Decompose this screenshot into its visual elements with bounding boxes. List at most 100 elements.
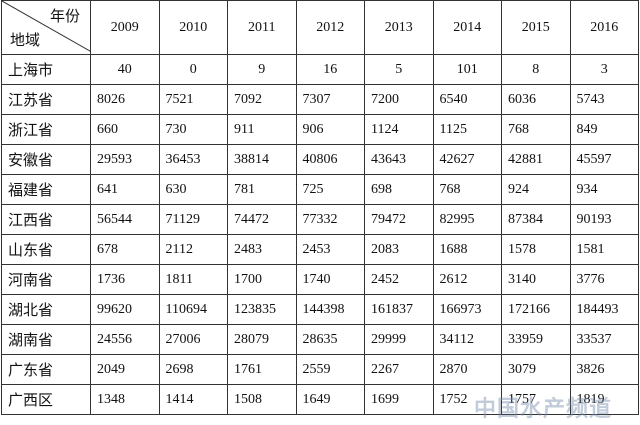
value-cell: 3079	[501, 354, 571, 385]
value-cell: 781	[227, 174, 297, 205]
value-cell: 87384	[501, 204, 571, 235]
value-cell: 38814	[227, 144, 297, 175]
corner-bottom: 地域	[10, 33, 41, 49]
value-cell: 641	[90, 174, 160, 205]
table-row: 山东省 678 2112 2483 2453 2083 1688 1578 1581	[1, 234, 639, 265]
value-cell: 2559	[295, 354, 365, 385]
value-cell: 6540	[432, 84, 502, 115]
region-cell: 湖北省	[1, 294, 91, 325]
value-cell: 1740	[295, 264, 365, 295]
value-cell: 2483	[227, 234, 297, 265]
value-cell: 2267	[364, 354, 434, 385]
value-cell: 56544	[90, 204, 160, 235]
region-cell: 湖南省	[1, 324, 91, 355]
value-cell: 924	[501, 174, 571, 205]
value-cell: 27006	[158, 324, 228, 355]
data-table: 年份 地域 2009 2010 2011 2012 2013 2014 2015 2016 上…	[1, 0, 639, 415]
value-cell: 911	[227, 114, 297, 145]
value-cell: 5	[364, 54, 434, 85]
table-row: 浙江省 660 730 911 906 1124 1125 768 849	[1, 114, 639, 145]
value-cell: 166973	[432, 294, 502, 325]
value-cell: 123835	[227, 294, 297, 325]
table-row: 广东省 2049 2698 1761 2559 2267 2870 3079 3826	[1, 354, 639, 385]
value-cell: 42627	[432, 144, 502, 175]
value-cell: 99620	[90, 294, 160, 325]
table-row: 湖南省 24556 27006 28079 28635 29999 34112 33959 33…	[1, 324, 639, 355]
value-cell: 1736	[90, 264, 160, 295]
value-cell: 2083	[364, 234, 434, 265]
value-cell: 1699	[364, 384, 434, 415]
value-cell: 3	[569, 54, 639, 85]
value-cell: 40806	[295, 144, 365, 175]
value-cell: 678	[90, 234, 160, 265]
value-cell: 8	[501, 54, 571, 85]
value-cell: 16	[295, 54, 365, 85]
column-header: 2011	[227, 0, 297, 55]
value-cell: 40	[90, 54, 160, 85]
value-cell: 768	[501, 114, 571, 145]
value-cell: 934	[569, 174, 639, 205]
region-cell: 江苏省	[1, 84, 91, 115]
value-cell: 34112	[432, 324, 502, 355]
table-row: 上海市 40 0 9 16 5 101 8 3	[1, 54, 639, 85]
value-cell: 6036	[501, 84, 571, 115]
value-cell: 29593	[90, 144, 160, 175]
value-cell: 74472	[227, 204, 297, 235]
column-header: 2009	[90, 0, 160, 55]
value-cell: 2049	[90, 354, 160, 385]
value-cell: 33537	[569, 324, 639, 355]
value-cell: 1508	[227, 384, 297, 415]
value-cell: 1649	[295, 384, 365, 415]
value-cell: 2112	[158, 234, 228, 265]
value-cell: 7200	[364, 84, 434, 115]
value-cell: 1700	[227, 264, 297, 295]
value-cell: 8026	[90, 84, 160, 115]
region-cell: 上海市	[1, 54, 91, 85]
value-cell: 906	[295, 114, 365, 145]
column-header: 2010	[158, 0, 228, 55]
value-cell: 0	[158, 54, 228, 85]
region-cell: 江西省	[1, 204, 91, 235]
diagonal	[2, 1, 90, 52]
column-header: 2015	[501, 0, 571, 55]
value-cell: 730	[158, 114, 228, 145]
value-cell: 1578	[501, 234, 571, 265]
value-cell: 43643	[364, 144, 434, 175]
region-cell: 广东省	[1, 354, 91, 385]
region-cell: 浙江省	[1, 114, 91, 145]
table-row: 广西区 1348 1414 1508 1649 1699 1752 1757 1819	[1, 384, 639, 415]
value-cell: 5743	[569, 84, 639, 115]
value-cell: 110694	[158, 294, 228, 325]
value-cell: 2453	[295, 234, 365, 265]
value-cell: 2870	[432, 354, 502, 385]
value-cell: 9	[227, 54, 297, 85]
value-cell: 7307	[295, 84, 365, 115]
value-cell: 1761	[227, 354, 297, 385]
value-cell: 3140	[501, 264, 571, 295]
value-cell: 36453	[158, 144, 228, 175]
value-cell: 1811	[158, 264, 228, 295]
column-header: 2013	[364, 0, 434, 55]
table-row: 江西省 56544 71129 74472 77332 79472 82995 87384 90…	[1, 204, 639, 235]
region-cell: 安徽省	[1, 144, 91, 175]
value-cell: 144398	[295, 294, 365, 325]
value-cell: 184493	[569, 294, 639, 325]
region-cell: 福建省	[1, 174, 91, 205]
table-row: 河南省 1736 1811 1700 1740 2452 2612 3140 3776	[1, 264, 639, 295]
value-cell: 2452	[364, 264, 434, 295]
value-cell: 90193	[569, 204, 639, 235]
value-cell: 71129	[158, 204, 228, 235]
header-row: 年份 地域 2009 2010 2011 2012 2013 2014 2015 2016	[1, 0, 639, 55]
table-row: 江苏省 8026 7521 7092 7307 7200 6540 6036 5743	[1, 84, 639, 115]
corner-cell: 年份 地域	[1, 0, 91, 55]
value-cell: 161837	[364, 294, 434, 325]
region-cell: 广西区	[1, 384, 91, 415]
value-cell: 29999	[364, 324, 434, 355]
value-cell: 1581	[569, 234, 639, 265]
value-cell: 849	[569, 114, 639, 145]
value-cell: 28079	[227, 324, 297, 355]
column-header: 2014	[432, 0, 502, 55]
value-cell: 1124	[364, 114, 434, 145]
value-cell: 1348	[90, 384, 160, 415]
